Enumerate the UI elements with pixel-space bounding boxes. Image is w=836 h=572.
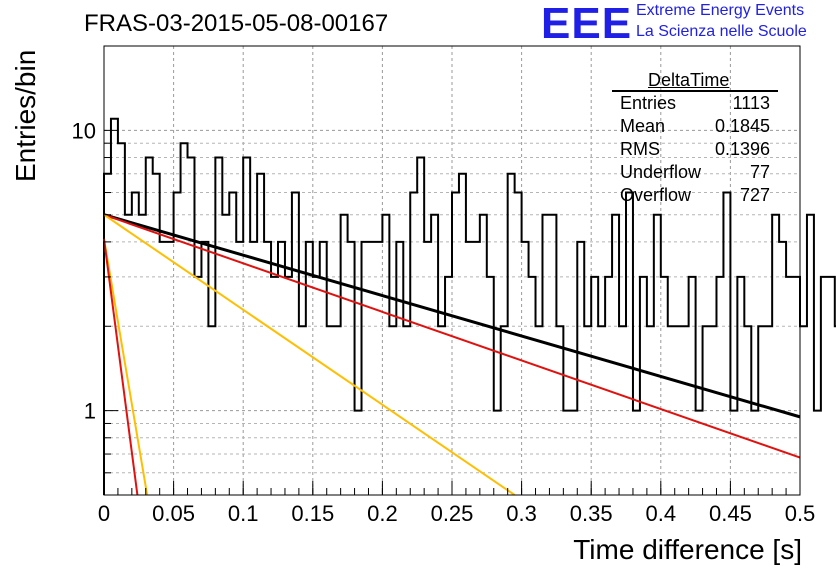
stats-row: RMS 0.1396 xyxy=(620,139,770,160)
x-tick-label: 0 xyxy=(98,501,110,526)
fit-line-red xyxy=(103,213,801,459)
y-tick-label: 10 xyxy=(72,118,96,143)
fit-line-red xyxy=(103,238,139,496)
stats-row: Entries 1113 xyxy=(620,93,770,114)
stats-row: Mean 0.1845 xyxy=(620,116,770,137)
fit-line-yellow xyxy=(103,213,516,496)
stats-label: Overflow xyxy=(620,185,692,205)
x-tick-label: 0.5 xyxy=(785,501,816,526)
fit-line-yellow xyxy=(103,238,149,496)
x-tick-label: 0.1 xyxy=(228,501,259,526)
x-tick-label: 0.2 xyxy=(367,501,398,526)
x-tick-label: 0.05 xyxy=(152,501,195,526)
stats-label: Entries xyxy=(620,93,677,113)
eee-logo: EEE xyxy=(541,0,633,48)
stats-value: 0.1396 xyxy=(714,139,770,159)
tick-labels: 0 0.05 0.1 0.15 0.2 0.25 0.3 0.35 0.4 0.45 0.5 1 10 xyxy=(72,118,816,526)
x-tick-label: 0.45 xyxy=(709,501,752,526)
grid-lines xyxy=(104,45,800,496)
x-tick-label: 0.15 xyxy=(291,501,334,526)
x-tick-label: 0.35 xyxy=(570,501,613,526)
x-axis-label: Time difference [s] xyxy=(573,534,802,565)
histogram-bins xyxy=(103,117,836,495)
stats-value: 0.1845 xyxy=(714,116,770,136)
plot-frame xyxy=(103,45,801,496)
y-axis-label: Entries/bin xyxy=(10,49,41,182)
logo-line-2: La Scienza nelle Scuole xyxy=(636,23,807,40)
x-tick-label: 0.3 xyxy=(506,501,537,526)
stats-value: 727 xyxy=(739,185,770,205)
y-tick-label: 1 xyxy=(84,399,96,424)
stats-label: Underflow xyxy=(620,162,702,182)
stats-label: RMS xyxy=(620,139,660,159)
stats-title: DeltaTime xyxy=(648,70,730,90)
stats-value: 77 xyxy=(749,162,770,182)
fit-lines xyxy=(103,213,801,496)
stats-value: 1113 xyxy=(732,93,770,113)
fit-line-black xyxy=(103,213,801,419)
stats-row: Overflow 727 xyxy=(620,185,770,206)
stats-label: Mean xyxy=(620,116,666,136)
x-tick-label: 0.25 xyxy=(431,501,474,526)
histogram xyxy=(103,117,836,495)
x-tick-label: 0.4 xyxy=(646,501,677,526)
axes-frame xyxy=(103,45,801,496)
stats-row: Underflow 77 xyxy=(620,162,770,183)
chart-title: FRAS-03-2015-05-08-00167 xyxy=(84,10,389,37)
logo-line-1: Extreme Energy Events xyxy=(636,2,805,19)
